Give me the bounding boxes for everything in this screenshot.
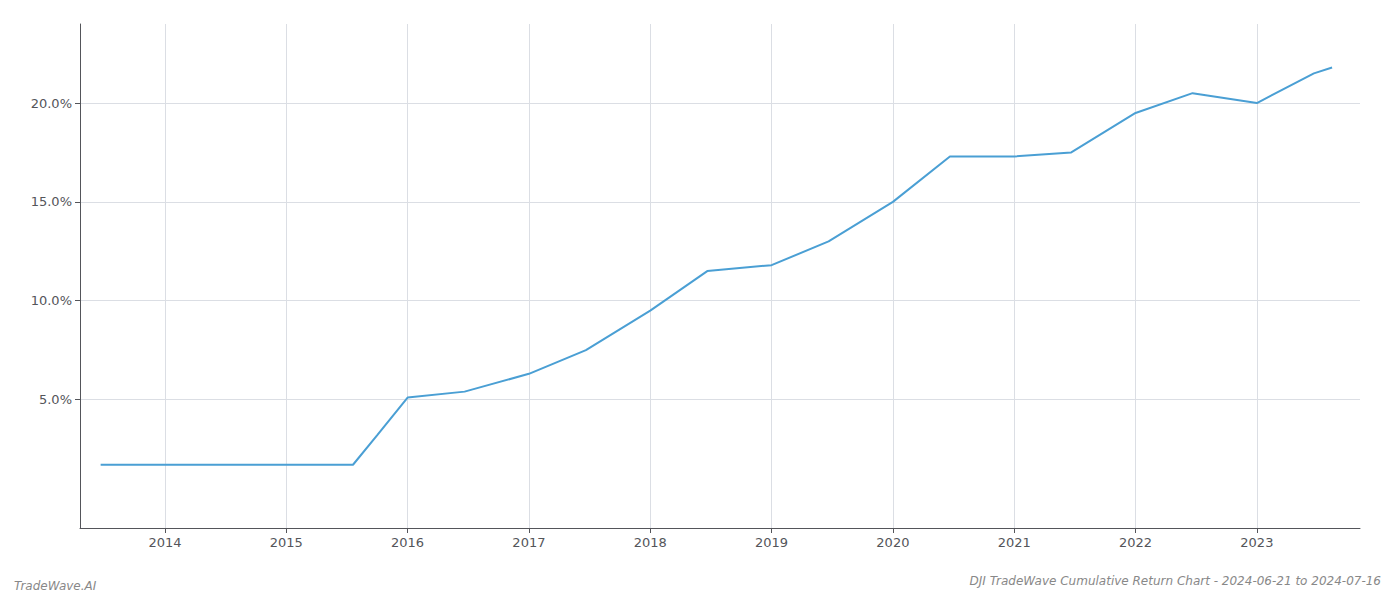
svg-text:5.0%: 5.0%	[39, 392, 72, 407]
svg-text:DJI TradeWave Cumulative Retur: DJI TradeWave Cumulative Return Chart - …	[970, 574, 1382, 588]
svg-text:10.0%: 10.0%	[31, 293, 72, 308]
svg-text:2015: 2015	[270, 535, 303, 550]
svg-text:2021: 2021	[998, 535, 1031, 550]
svg-text:TradeWave.AI: TradeWave.AI	[14, 579, 97, 593]
svg-text:2017: 2017	[512, 535, 545, 550]
svg-text:2023: 2023	[1240, 535, 1273, 550]
svg-text:2022: 2022	[1119, 535, 1152, 550]
svg-text:2019: 2019	[755, 535, 788, 550]
svg-text:2014: 2014	[148, 535, 181, 550]
svg-text:2018: 2018	[634, 535, 667, 550]
svg-text:2016: 2016	[391, 535, 424, 550]
svg-text:2020: 2020	[876, 535, 909, 550]
svg-text:20.0%: 20.0%	[31, 96, 72, 111]
svg-text:15.0%: 15.0%	[31, 194, 72, 209]
